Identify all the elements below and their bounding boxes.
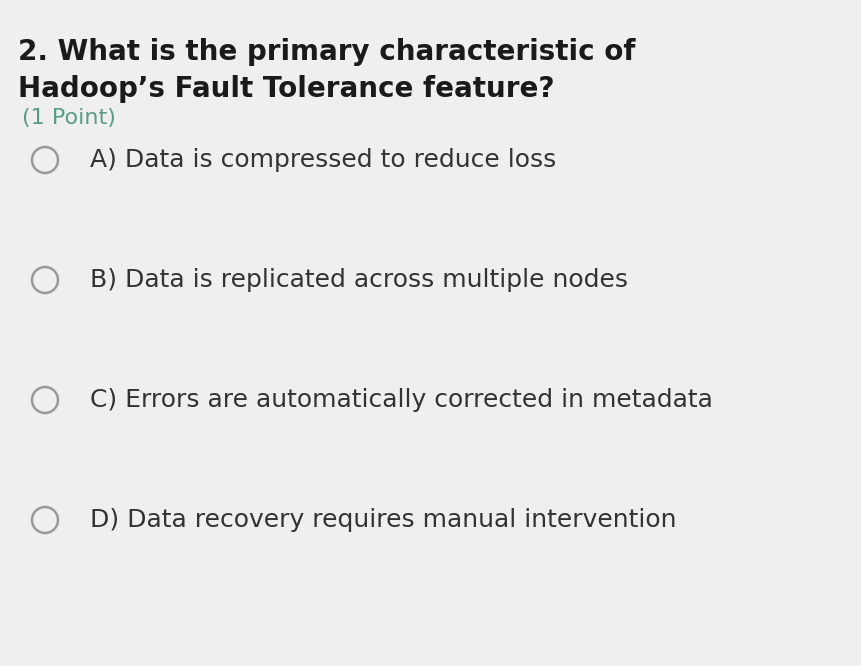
Text: C) Errors are automatically corrected in metadata: C) Errors are automatically corrected in… bbox=[90, 388, 713, 412]
Text: D) Data recovery requires manual intervention: D) Data recovery requires manual interve… bbox=[90, 508, 677, 532]
Text: B) Data is replicated across multiple nodes: B) Data is replicated across multiple no… bbox=[90, 268, 628, 292]
Text: A) Data is compressed to reduce loss: A) Data is compressed to reduce loss bbox=[90, 148, 556, 172]
Text: Hadoop’s Fault Tolerance feature?: Hadoop’s Fault Tolerance feature? bbox=[18, 75, 554, 103]
Text: 2. What is the primary characteristic of: 2. What is the primary characteristic of bbox=[18, 38, 635, 66]
Circle shape bbox=[32, 267, 58, 293]
Circle shape bbox=[32, 147, 58, 173]
Text: (1 Point): (1 Point) bbox=[22, 108, 116, 128]
Circle shape bbox=[32, 387, 58, 413]
Circle shape bbox=[32, 507, 58, 533]
